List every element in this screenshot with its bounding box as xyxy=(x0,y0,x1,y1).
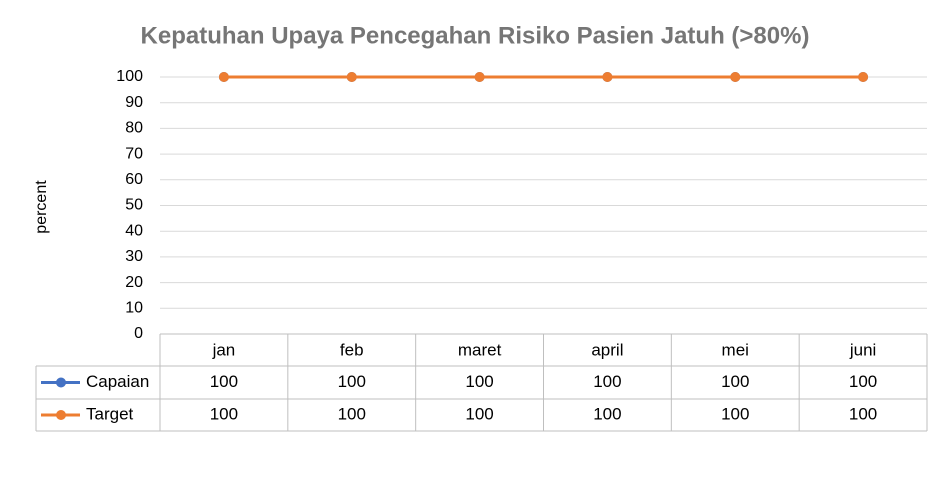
point xyxy=(218,72,229,82)
y-tick-label: 100 xyxy=(116,68,143,85)
y-tick-label: 80 xyxy=(125,120,143,137)
table-value: 100 xyxy=(338,372,366,391)
y-tick-label: 30 xyxy=(125,248,143,265)
y-tick-label: 90 xyxy=(125,94,143,111)
legend-marker xyxy=(56,377,66,388)
legend-label: Target xyxy=(86,404,134,423)
y-tick-label: 40 xyxy=(125,222,143,239)
table-value: 100 xyxy=(849,404,877,423)
table-value: 100 xyxy=(465,372,493,391)
y-tick-label: 70 xyxy=(125,145,143,162)
point xyxy=(858,72,869,82)
chart-title: Kepatuhan Upaya Pencegahan Risiko Pasien… xyxy=(141,22,810,49)
table-value: 100 xyxy=(721,404,749,423)
legend-marker xyxy=(56,410,66,420)
legend-label: Capaian xyxy=(86,372,149,391)
x-tick-label: juni xyxy=(849,340,876,359)
point xyxy=(730,72,741,82)
table-value: 100 xyxy=(849,372,877,391)
table-value: 100 xyxy=(210,404,238,423)
table-value: 100 xyxy=(210,372,238,391)
y-tick-label: 0 xyxy=(134,325,143,342)
table-value: 100 xyxy=(593,372,621,391)
y-tick-label: 10 xyxy=(125,300,143,317)
table-value: 100 xyxy=(721,372,749,391)
point xyxy=(346,72,357,82)
table-value: 100 xyxy=(338,404,366,423)
x-tick-label: april xyxy=(591,340,623,359)
point xyxy=(602,72,613,82)
y-tick-label: 20 xyxy=(125,274,143,291)
point xyxy=(474,72,485,82)
x-tick-label: feb xyxy=(340,340,364,359)
table-value: 100 xyxy=(593,404,621,423)
y-tick-label: 60 xyxy=(125,171,143,188)
x-tick-label: jan xyxy=(212,340,236,359)
x-tick-label: maret xyxy=(458,340,502,359)
y-axis-label: percent xyxy=(33,180,50,234)
x-tick-label: mei xyxy=(722,340,749,359)
table-value: 100 xyxy=(465,404,493,423)
y-tick-label: 50 xyxy=(125,197,143,214)
